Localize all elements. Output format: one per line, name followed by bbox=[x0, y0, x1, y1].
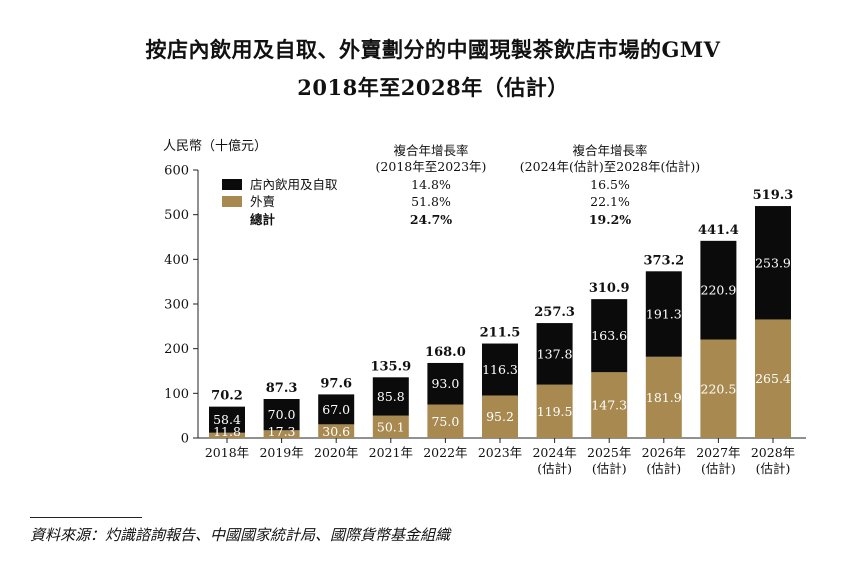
x-tick-label: 2020年 bbox=[314, 445, 358, 460]
value-label-in-store: 137.8 bbox=[537, 346, 573, 361]
legend-label: 外賣 bbox=[250, 194, 275, 209]
value-label-in-store: 220.9 bbox=[701, 283, 737, 298]
total-label: 373.2 bbox=[643, 253, 684, 268]
bar-in-store bbox=[427, 362, 464, 405]
y-tick-label: 0 bbox=[181, 432, 189, 447]
x-tick-label: 2018年 bbox=[205, 445, 249, 460]
bar-delivery bbox=[372, 415, 409, 438]
value-label-in-store: 70.0 bbox=[268, 407, 296, 422]
bar-in-store bbox=[318, 394, 355, 425]
value-label-delivery: 30.6 bbox=[322, 424, 350, 439]
legend-swatch bbox=[222, 196, 242, 207]
total-label: 168.0 bbox=[425, 345, 466, 360]
cagr-value-1: 24.7% bbox=[410, 212, 452, 227]
x-tick-label: 2023年 bbox=[478, 445, 522, 460]
bar-delivery bbox=[700, 339, 737, 438]
cagr-value-2: 16.5% bbox=[590, 177, 630, 192]
total-label: 257.3 bbox=[534, 305, 575, 320]
value-label-in-store: 163.6 bbox=[591, 328, 627, 343]
bar-in-store bbox=[209, 406, 245, 433]
cagr-header-1-line1: 複合年增長率 bbox=[393, 143, 468, 158]
bar-delivery bbox=[645, 356, 682, 438]
value-label-delivery: 265.4 bbox=[755, 371, 791, 386]
value-label-in-store: 58.4 bbox=[213, 412, 241, 427]
chart-title: 按店內飲用及自取、外賣劃分的中國現製茶飲店市場的GMV bbox=[145, 37, 721, 62]
y-tick-label: 500 bbox=[164, 208, 189, 223]
x-tick-label: (估計) bbox=[701, 461, 736, 476]
value-label-delivery: 95.2 bbox=[486, 409, 514, 424]
x-tick-label: 2027年 bbox=[696, 445, 740, 460]
bar-in-store bbox=[700, 240, 737, 340]
bar-in-store bbox=[645, 271, 682, 357]
bar-in-store bbox=[536, 323, 573, 385]
x-tick-label: (估計) bbox=[537, 461, 572, 476]
value-label-delivery: 119.5 bbox=[537, 404, 573, 419]
cagr-header-1-line2: (2018年至2023年) bbox=[376, 159, 487, 174]
value-label-in-store: 116.3 bbox=[482, 362, 518, 377]
bar-in-store bbox=[372, 377, 409, 416]
total-label: 97.6 bbox=[320, 376, 352, 391]
bar-in-store bbox=[263, 399, 300, 431]
y-axis-label: 人民幣（十億元） bbox=[163, 138, 267, 154]
total-label: 70.2 bbox=[211, 389, 243, 404]
x-tick-label: 2026年 bbox=[642, 445, 686, 460]
bar-in-store bbox=[755, 206, 791, 320]
legend-label: 店內飲用及自取 bbox=[250, 177, 338, 192]
value-label-delivery: 147.3 bbox=[591, 398, 627, 413]
cagr-value-1: 14.8% bbox=[411, 177, 451, 192]
bar-delivery bbox=[209, 432, 245, 438]
cagr-value-1: 51.8% bbox=[411, 194, 451, 209]
x-tick-label: 2028年 bbox=[751, 445, 795, 460]
value-label-delivery: 17.3 bbox=[268, 424, 296, 439]
cagr-header-2-line2: (2024年(估計)至2028年(估計)) bbox=[520, 159, 700, 174]
bar-delivery bbox=[755, 319, 791, 438]
value-label-delivery: 11.8 bbox=[213, 424, 241, 439]
bar-delivery bbox=[318, 424, 355, 438]
bar-in-store bbox=[591, 299, 628, 373]
x-tick-label: 2019年 bbox=[259, 445, 303, 460]
chart-subtitle: 2018年至2028年（估計） bbox=[297, 75, 569, 100]
value-label-delivery: 220.5 bbox=[701, 381, 737, 396]
bar-in-store bbox=[482, 343, 518, 396]
source-note: 資料來源：灼識諮詢報告、中國國家統計局、國際貨幣基金組織 bbox=[30, 526, 451, 544]
cagr-value-2: 19.2% bbox=[589, 212, 631, 227]
bar-delivery bbox=[536, 384, 573, 438]
x-tick-label: (估計) bbox=[756, 461, 791, 476]
total-label: 211.5 bbox=[480, 326, 521, 341]
bar-delivery bbox=[482, 395, 518, 438]
value-label-delivery: 75.0 bbox=[431, 414, 459, 429]
value-label-in-store: 191.3 bbox=[646, 307, 682, 322]
y-tick-label: 300 bbox=[164, 298, 189, 313]
value-label-in-store: 253.9 bbox=[755, 255, 791, 270]
value-label-delivery: 181.9 bbox=[646, 390, 682, 405]
x-tick-label: (估計) bbox=[592, 461, 627, 476]
source-divider bbox=[30, 517, 142, 518]
cagr-value-2: 22.1% bbox=[590, 194, 630, 209]
x-tick-label: 2022年 bbox=[423, 445, 467, 460]
total-label: 87.3 bbox=[266, 381, 298, 396]
x-tick-label: 2021年 bbox=[369, 445, 413, 460]
total-label: 135.9 bbox=[370, 359, 411, 374]
y-tick-label: 200 bbox=[164, 342, 189, 357]
cagr-header-2-line1: 複合年增長率 bbox=[572, 143, 647, 158]
bar-delivery bbox=[591, 372, 628, 438]
legend-label: 總計 bbox=[250, 212, 276, 227]
x-tick-label: 2025年 bbox=[587, 445, 631, 460]
total-label: 310.9 bbox=[589, 281, 630, 296]
y-tick-label: 400 bbox=[164, 253, 189, 268]
value-label-in-store: 93.0 bbox=[431, 376, 459, 391]
value-label-in-store: 67.0 bbox=[322, 402, 350, 417]
bar-delivery bbox=[263, 430, 300, 438]
value-label-in-store: 85.8 bbox=[377, 389, 405, 404]
total-label: 441.4 bbox=[698, 223, 739, 238]
x-tick-label: (估計) bbox=[646, 461, 681, 476]
x-tick-label: 2024年 bbox=[532, 445, 576, 460]
y-tick-label: 600 bbox=[164, 164, 189, 179]
value-label-delivery: 50.1 bbox=[377, 419, 405, 434]
total-label: 519.3 bbox=[753, 188, 794, 203]
y-tick-label: 100 bbox=[164, 387, 189, 402]
bar-delivery bbox=[427, 404, 464, 438]
legend-swatch bbox=[222, 179, 242, 190]
